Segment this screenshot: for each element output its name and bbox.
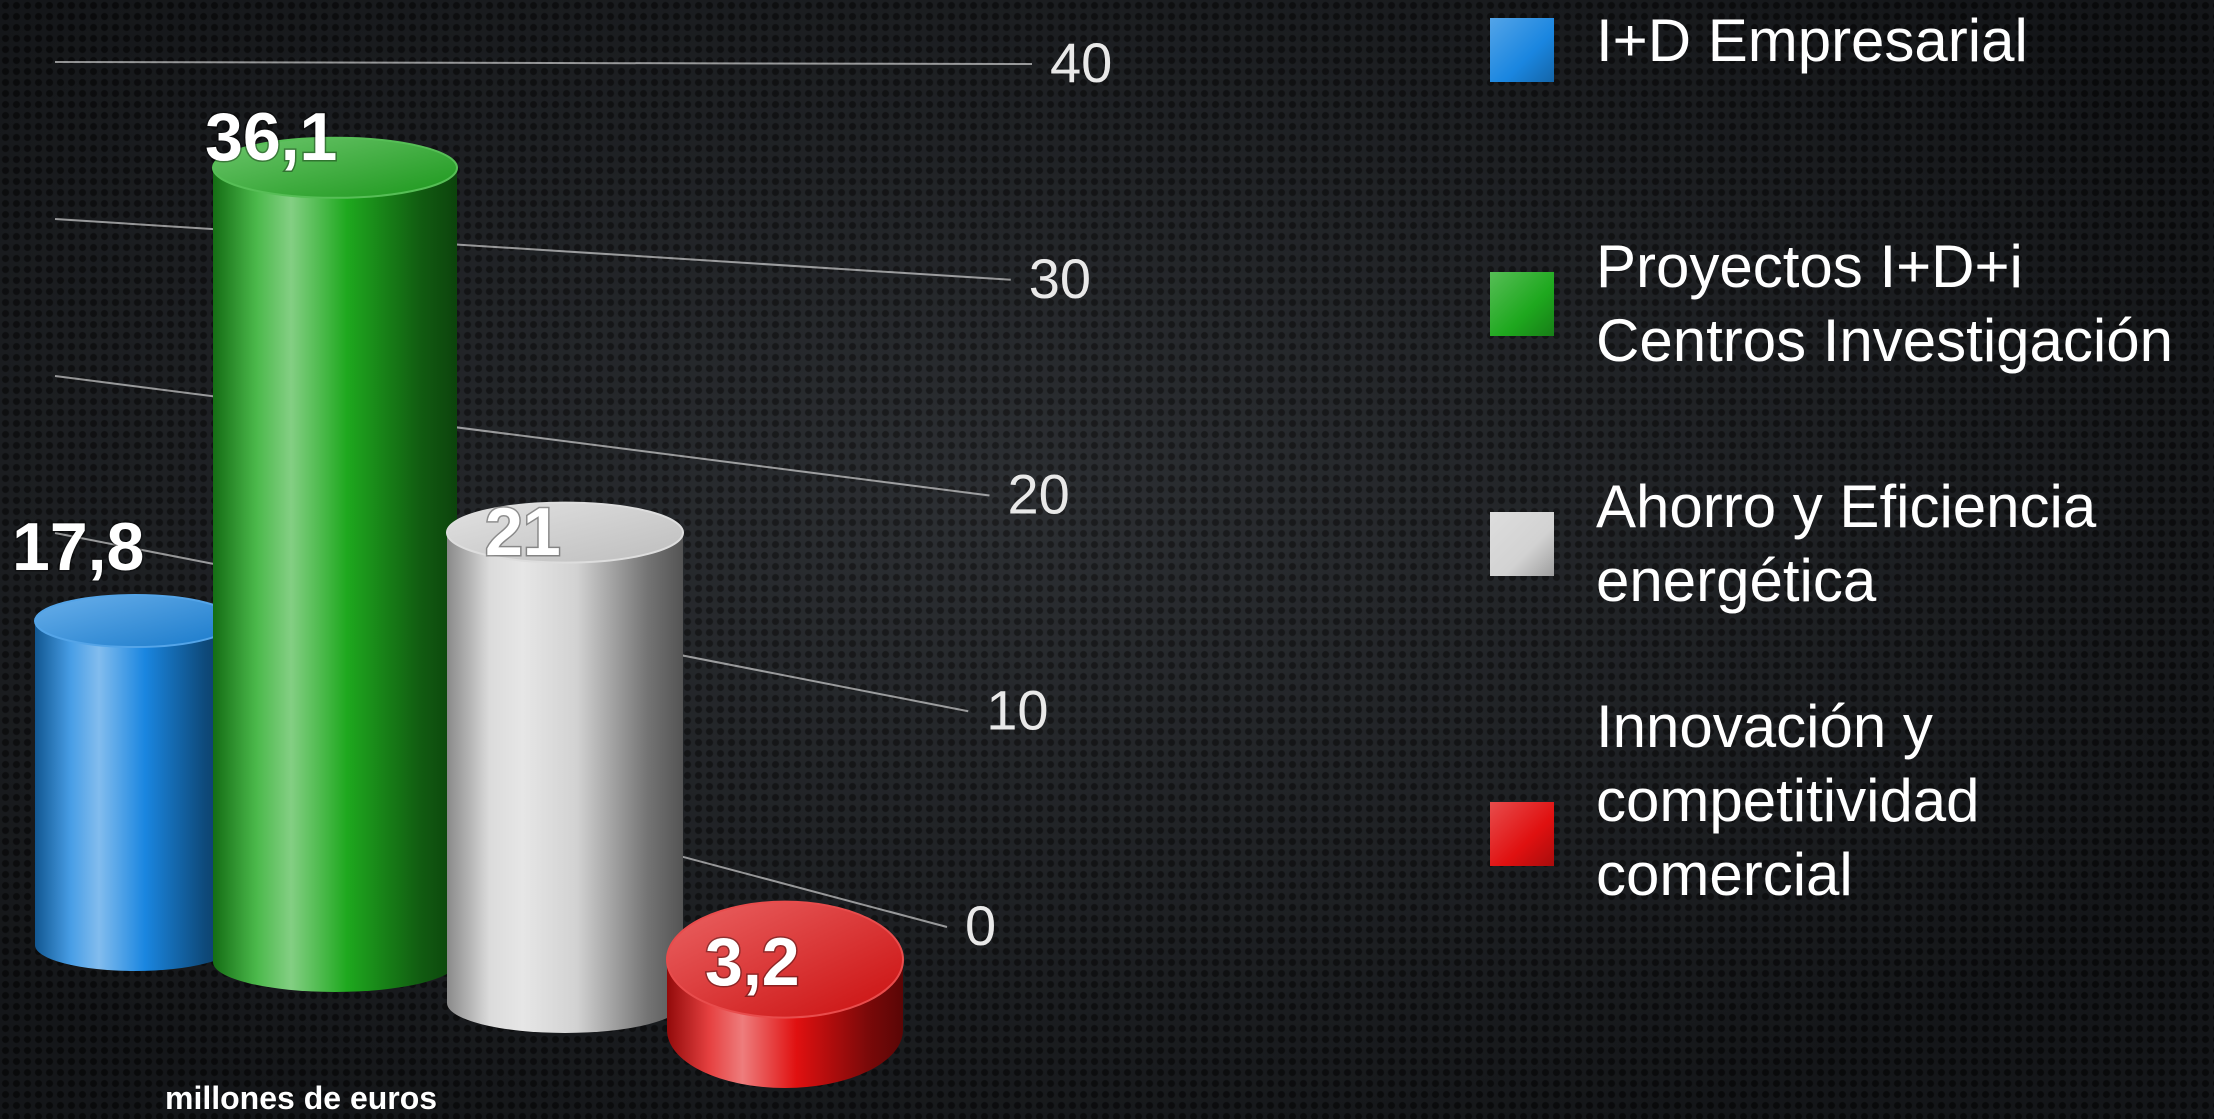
y-tick-label: 10 [986,678,1048,741]
cylinder-body [447,532,683,1033]
legend-swatch [1490,272,1554,336]
cylinder-bar [34,594,236,971]
cylinder-top [666,900,904,1019]
value-labels: 17,8 36,1 21 3,2 [11,98,802,1002]
legend-item: Innovación y competitividad comercial [1490,690,1980,912]
data-label: 17,8 [12,509,144,585]
legend-swatch [1490,801,1554,866]
cylinder-top [212,136,458,199]
cylinder-body [213,167,457,992]
legend-swatch [1490,18,1554,82]
legend-item: Ahorro y Eficiencia energética [1490,470,2096,618]
legend-label: Innovación y competitividad comercial [1596,693,1980,908]
y-tick-label: 0 [965,894,996,957]
grid-line [54,218,1011,281]
y-tick-label: 30 [1029,247,1091,310]
legend: I+D Empresarial Proyectos I+D+i Centros I… [1490,0,2214,1119]
y-tick-label: 40 [1050,31,1112,94]
y-axis-ticks: 0 10 20 30 40 [965,31,1112,957]
legend-label: I+D Empresarial [1596,7,2028,74]
cylinder-bar [446,501,684,1033]
y-tick-label: 20 [1008,463,1070,526]
cylinder-bar [212,136,458,992]
cylinder-bars [34,136,904,1088]
cylinder-chart: 0 10 20 30 40 17,8 36,1 21 3,2 [11,31,1112,1088]
cylinder-bar [666,900,904,1088]
cylinder-body [35,621,235,971]
legend-label: Proyectos I+D+i Centros Investigación [1596,233,2173,374]
legend-item: I+D Empresarial [1490,0,2028,82]
cylinder-top [446,501,684,564]
grid-line [54,61,1033,65]
data-label: 21 [485,494,561,570]
legend-swatch [1490,512,1554,576]
data-label: 36,1 [205,99,337,175]
unit-label: millones de euros [165,1080,438,1116]
cylinder-top [34,594,236,649]
grid-line [54,375,990,497]
legend-item: Proyectos I+D+i Centros Investigación [1490,230,2173,378]
legend-label: Ahorro y Eficiencia energética [1596,473,2097,614]
data-label: 3,2 [705,924,800,1000]
